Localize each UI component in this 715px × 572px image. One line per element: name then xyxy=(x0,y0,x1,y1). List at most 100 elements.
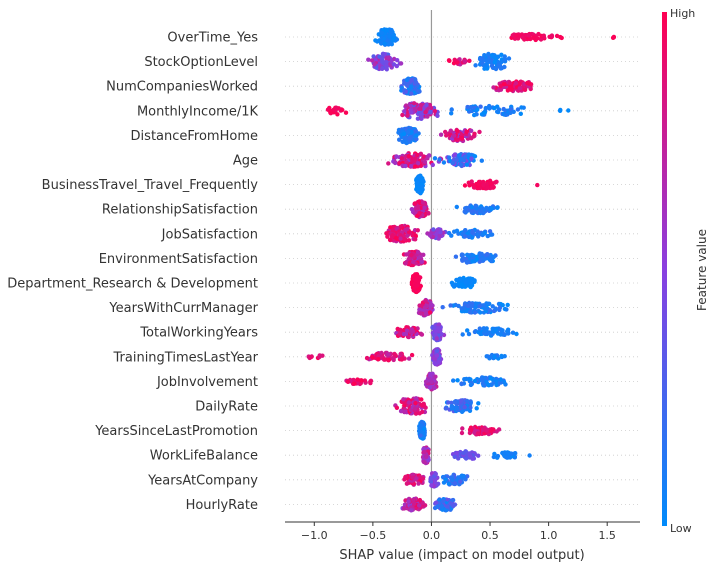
shap-point xyxy=(509,451,514,456)
shap-point xyxy=(418,102,424,108)
shap-point xyxy=(459,282,464,287)
shap-point xyxy=(428,373,433,378)
shap-point xyxy=(470,259,475,264)
shap-point xyxy=(418,151,424,156)
shap-point xyxy=(487,307,492,313)
shap-point xyxy=(487,229,493,234)
feature-label-overtime-yes: OverTime_Yes xyxy=(167,31,258,46)
shap-point xyxy=(382,357,387,362)
shap-point xyxy=(409,91,414,96)
shap-point xyxy=(409,77,414,83)
shap-point xyxy=(362,378,368,383)
shap-point xyxy=(403,261,408,266)
shap-point xyxy=(309,354,314,360)
shap-point xyxy=(424,102,429,108)
shap-point xyxy=(317,354,322,360)
shap-point xyxy=(419,259,425,264)
x-tick-label: 0.0 xyxy=(423,529,441,542)
shap-point xyxy=(503,382,508,387)
shap-point xyxy=(519,105,524,110)
shap-point xyxy=(403,227,408,233)
shap-point xyxy=(508,110,513,116)
shap-point xyxy=(449,107,454,112)
shap-point xyxy=(423,379,429,384)
shap-point xyxy=(463,206,468,211)
shap-point xyxy=(423,309,428,315)
colorbar: High Low Feature value xyxy=(662,7,709,535)
shap-point xyxy=(484,379,489,384)
shap-point xyxy=(527,453,532,458)
shap-point xyxy=(458,276,463,282)
shap-point xyxy=(425,114,430,119)
shap-point xyxy=(405,130,411,135)
shap-point xyxy=(371,54,376,59)
shap-point xyxy=(462,183,468,188)
shap-point xyxy=(486,51,491,57)
shap-point xyxy=(466,207,471,212)
shap-point xyxy=(482,110,487,115)
shap-point xyxy=(495,455,500,460)
shap-point xyxy=(413,411,419,416)
shap-point xyxy=(382,41,387,46)
shap-point xyxy=(491,254,496,260)
shap-point xyxy=(501,106,506,112)
shap-point xyxy=(417,106,422,112)
shap-point xyxy=(441,160,447,165)
shap-point xyxy=(446,481,451,486)
shap-point xyxy=(397,161,402,166)
shap-point xyxy=(413,278,419,283)
shap-point xyxy=(412,201,417,206)
shap-point xyxy=(504,455,509,460)
shap-point xyxy=(419,178,424,183)
shap-point xyxy=(499,353,504,359)
shap-point xyxy=(419,423,424,429)
shap-point xyxy=(451,61,457,66)
shap-point xyxy=(472,154,478,159)
shap-point xyxy=(472,112,477,118)
shap-point xyxy=(535,36,540,41)
shap-point xyxy=(461,450,466,456)
shap-point xyxy=(406,356,412,361)
shap-point xyxy=(432,505,438,511)
shap-point xyxy=(468,284,473,290)
shap-point xyxy=(454,157,459,163)
shap-point xyxy=(480,232,486,237)
shap-point xyxy=(467,451,472,456)
shap-point xyxy=(522,87,528,93)
shap-point xyxy=(526,33,531,38)
shap-point xyxy=(496,63,501,68)
feature-label-age: Age xyxy=(233,154,258,169)
shap-point xyxy=(466,331,472,337)
shap-point xyxy=(499,52,504,57)
shap-point xyxy=(435,227,440,232)
shap-point xyxy=(462,404,467,410)
shap-point xyxy=(478,310,483,315)
shap-point xyxy=(489,232,495,237)
shap-point xyxy=(434,336,439,341)
shap-point xyxy=(419,397,424,402)
shap-point xyxy=(372,62,377,67)
shap-point xyxy=(482,256,487,262)
shap-point xyxy=(444,507,449,513)
shap-point xyxy=(411,259,416,265)
shap-point xyxy=(384,231,389,236)
shap-point xyxy=(414,283,420,288)
shap-point xyxy=(398,351,404,357)
feature-label-jobinvolvement: JobInvolvement xyxy=(156,375,258,390)
shap-point xyxy=(422,305,428,310)
shap-point xyxy=(478,104,483,109)
shap-point xyxy=(448,501,453,506)
feature-label-businesstravel-travel-frequently: BusinessTravel_Travel_Frequently xyxy=(42,178,259,193)
shap-point xyxy=(485,354,490,359)
shap-point xyxy=(366,57,371,62)
shap-point xyxy=(515,107,521,112)
shap-point xyxy=(490,304,495,309)
shap-point xyxy=(468,382,474,388)
shap-point xyxy=(535,182,540,188)
shap-point xyxy=(456,303,461,309)
colorbar-gradient xyxy=(662,12,667,526)
shap-point xyxy=(452,454,457,459)
shap-point xyxy=(404,325,409,330)
shap-point xyxy=(406,334,411,340)
